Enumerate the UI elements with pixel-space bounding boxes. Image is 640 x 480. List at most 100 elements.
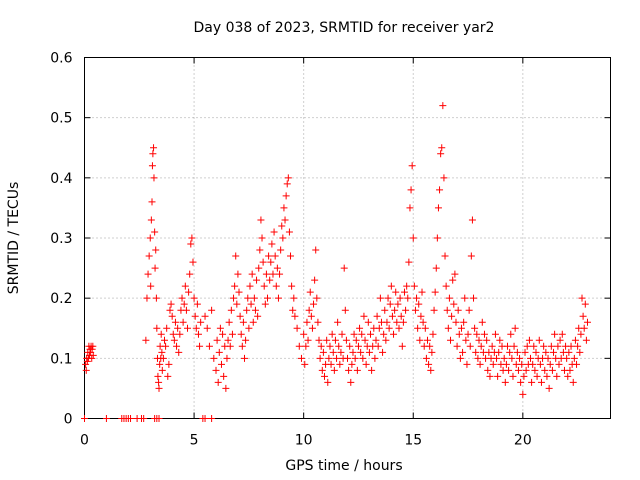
data-point: [582, 336, 590, 344]
data-point: [362, 360, 370, 368]
data-point: [451, 270, 459, 278]
data-point: [564, 372, 572, 380]
data-point: [532, 348, 540, 356]
data-point: [421, 324, 429, 332]
data-point: [148, 198, 156, 206]
data-point: [245, 324, 253, 332]
data-point: [409, 234, 417, 242]
data-point: [477, 342, 485, 350]
data-point: [228, 330, 236, 338]
data-point: [271, 252, 279, 260]
data-point: [404, 294, 412, 302]
data-point: [501, 378, 509, 386]
data-point: [555, 360, 563, 368]
data-point: [319, 348, 327, 356]
data-point: [542, 348, 550, 356]
data-point: [577, 330, 585, 338]
data-point: [427, 366, 435, 374]
data-point: [493, 354, 501, 362]
data-point: [288, 282, 296, 290]
data-point: [554, 342, 562, 350]
data-point: [179, 318, 187, 326]
data-point: [187, 240, 195, 248]
data-point: [279, 234, 287, 242]
data-point: [543, 372, 551, 380]
data-point: [260, 282, 268, 290]
data-point: [550, 348, 558, 356]
data-point: [338, 330, 346, 338]
data-point: [197, 318, 205, 326]
data-point: [578, 294, 586, 302]
data-point: [348, 360, 356, 368]
data-point: [453, 342, 461, 350]
data-point: [190, 294, 198, 302]
data-point: [450, 300, 458, 308]
data-point: [432, 264, 440, 272]
data-point: [405, 258, 413, 266]
data-point: [484, 366, 492, 374]
data-point: [511, 324, 519, 332]
data-point: [173, 342, 181, 350]
data-point: [144, 270, 152, 278]
data-point: [525, 336, 533, 344]
data-point: [488, 342, 496, 350]
data-point: [570, 354, 578, 362]
data-point: [258, 234, 266, 242]
data-point: [327, 360, 335, 368]
data-point: [517, 378, 525, 386]
data-point: [82, 366, 90, 374]
data-point: [227, 306, 235, 314]
data-point: [467, 252, 475, 260]
data-point: [234, 270, 242, 278]
data-point: [382, 336, 390, 344]
data-point: [155, 384, 163, 392]
data-point: [169, 330, 177, 338]
data-point: [372, 336, 380, 344]
data-point: [494, 372, 502, 380]
data-point: [320, 372, 328, 380]
y-tick-label: 0.5: [50, 111, 72, 127]
data-point: [371, 354, 379, 362]
data-point: [305, 306, 313, 314]
data-point: [291, 312, 299, 320]
data-point: [505, 366, 513, 374]
x-tick-label: 20: [514, 433, 532, 449]
data-point: [351, 354, 359, 362]
data-point: [383, 318, 391, 326]
data-point: [274, 294, 282, 302]
data-point: [580, 324, 588, 332]
data-point: [361, 336, 369, 344]
data-point: [281, 216, 289, 224]
data-point: [454, 306, 462, 314]
data-point: [407, 186, 415, 194]
data-point: [295, 342, 303, 350]
data-point: [287, 252, 295, 260]
data-point: [406, 204, 414, 212]
data-point: [473, 330, 481, 338]
data-point: [231, 282, 239, 290]
data-point: [452, 318, 460, 326]
data-point: [391, 306, 399, 314]
data-point: [392, 288, 400, 296]
data-point: [88, 354, 96, 362]
data-point: [433, 234, 441, 242]
data-point: [509, 372, 517, 380]
data-point: [335, 342, 343, 350]
data-point: [246, 282, 254, 290]
data-point: [483, 336, 491, 344]
data-point: [102, 415, 110, 422]
data-point: [410, 282, 418, 290]
data-point: [259, 258, 267, 266]
data-point: [142, 336, 150, 344]
data-point: [411, 306, 419, 314]
data-point: [185, 288, 193, 296]
data-point: [478, 318, 486, 326]
data-point: [167, 300, 175, 308]
data-point: [364, 318, 372, 326]
data-point: [422, 354, 430, 362]
data-point: [565, 348, 573, 356]
data-point: [425, 360, 433, 368]
data-point: [379, 348, 387, 356]
data-point: [174, 324, 182, 332]
